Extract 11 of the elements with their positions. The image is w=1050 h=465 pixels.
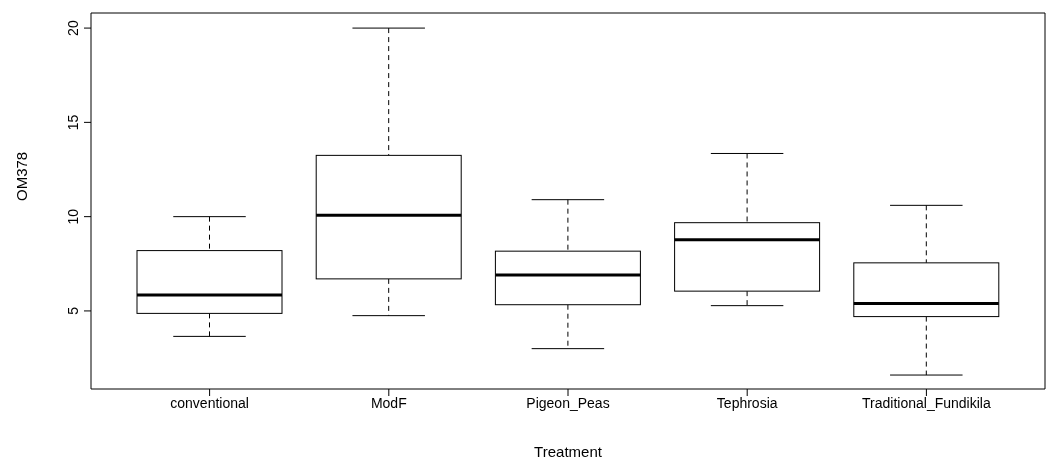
y-tick-label: 20 — [65, 20, 81, 36]
x-tick-label: conventional — [170, 394, 249, 411]
x-tick-label: Pigeon_Peas — [526, 394, 610, 411]
y-tick-label: 10 — [65, 208, 81, 225]
x-tick-label: Traditional_Fundikila — [862, 394, 991, 411]
x-tick-label: ModF — [370, 394, 407, 411]
y-axis-title: OM378 — [13, 151, 31, 201]
y-tick-label: 5 — [65, 306, 81, 315]
x-tick-label: Tephrosia — [716, 394, 778, 411]
x-axis-title: Treatment — [534, 443, 603, 460]
y-tick-label: 15 — [65, 114, 81, 131]
